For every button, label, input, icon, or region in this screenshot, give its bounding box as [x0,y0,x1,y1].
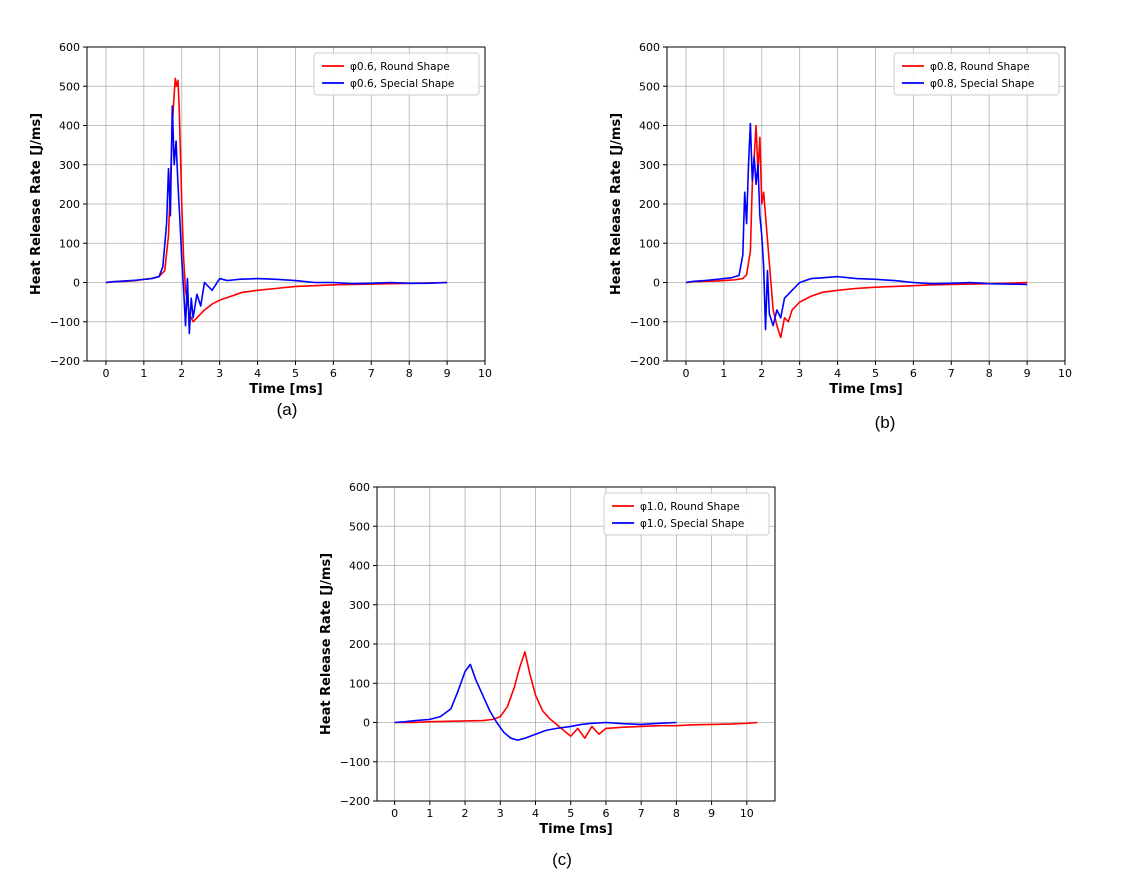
caption-b: (b) [874,413,896,432]
x-tick-label: 0 [102,367,109,380]
legend-box [313,52,480,96]
y-tick-label: 0 [73,277,80,290]
y-tick-label: −100 [630,316,660,329]
y-axis-label: Heat Release Rate [J/ms] [319,553,334,735]
x-axis-label: Time [ms] [829,382,902,397]
y-tick-label: 500 [349,520,370,533]
x-tick-label: 8 [673,807,680,820]
x-tick-label: 2 [462,807,469,820]
y-tick-label: 300 [349,599,370,612]
x-tick-label: 5 [567,807,574,820]
y-tick-label: 400 [639,120,660,133]
x-tick-label: 10 [478,367,492,380]
x-tick-label: 9 [444,367,451,380]
x-tick-label: 6 [602,807,609,820]
x-tick-label: 9 [708,807,715,820]
legend-entry: φ0.6, Round Shape [350,61,450,73]
x-tick-label: 2 [178,367,185,380]
caption-c: (c) [552,850,572,869]
caption-a: (a) [276,400,298,419]
x-tick-label: 1 [140,367,147,380]
y-axis-label: Heat Release Rate [J/ms] [609,113,624,295]
y-tick-label: −200 [340,795,370,808]
series-line-special-shape [105,105,448,335]
y-tick-label: 400 [59,120,80,133]
x-tick-label: 9 [1024,367,1031,380]
x-tick-label: 0 [391,807,398,820]
y-tick-label: 500 [639,80,660,93]
chart-c: 0 1 2 3 4 5 6 7 8 9 10 −200 −100 0 100 200 300 400 500 600 T… [310,470,830,844]
series-line-special-shape [685,122,1028,331]
y-tick-label: 600 [639,41,660,54]
legend-box [893,52,1060,96]
y-tick-label: −100 [50,316,80,329]
legend-entry: φ1.0, Special Shape [640,518,744,530]
y-axis-label: Heat Release Rate [J/ms] [29,113,44,295]
y-tick-label: 200 [349,638,370,651]
x-tick-label: 4 [834,367,841,380]
x-tick-label: 4 [532,807,539,820]
x-tick-label: 7 [948,367,955,380]
y-tick-label: 600 [59,41,80,54]
x-tick-label: 7 [368,367,375,380]
y-tick-label: −200 [630,355,660,368]
legend-entry: φ0.8, Round Shape [930,61,1030,73]
y-tick-label: 300 [59,159,80,172]
x-tick-label: 3 [497,807,504,820]
chart-b-svg: 0 1 2 3 4 5 6 7 8 9 10 −200 −100 0 100 200 300 400 500 600 T… [609,41,1072,397]
y-tick-label: 200 [59,198,80,211]
x-tick-label: 10 [740,807,754,820]
chart-c-svg: 0 1 2 3 4 5 6 7 8 9 10 −200 −100 0 100 200 300 400 500 600 T… [319,481,776,837]
y-tick-label: 600 [349,481,370,494]
x-tick-label: 3 [796,367,803,380]
x-tick-label: 6 [330,367,337,380]
x-tick-label: 2 [758,367,765,380]
series-line-round-shape [394,651,758,739]
x-tick-label: 0 [682,367,689,380]
x-tick-label: 3 [216,367,223,380]
chart-a-svg: 0 1 2 3 4 5 6 7 8 9 10 −200 −100 0 100 200 300 400 500 600 T… [29,41,492,397]
x-tick-label: 7 [638,807,645,820]
x-tick-label: 4 [254,367,261,380]
series-line-special-shape [394,663,677,741]
y-tick-label: 500 [59,80,80,93]
y-tick-label: −100 [340,756,370,769]
y-tick-label: 0 [653,277,660,290]
y-tick-label: 100 [59,237,80,250]
x-tick-label: 8 [406,367,413,380]
y-tick-label: 200 [639,198,660,211]
y-tick-label: 0 [363,717,370,730]
series-line-round-shape [685,124,1028,339]
legend-entry: φ1.0, Round Shape [640,501,740,513]
x-tick-label: 8 [986,367,993,380]
y-tick-label: 100 [349,677,370,690]
legend-box [603,492,770,536]
x-tick-label: 5 [872,367,879,380]
y-tick-label: 300 [639,159,660,172]
chart-b: 0 1 2 3 4 5 6 7 8 9 10 −200 −100 0 100 200 300 400 500 600 T… [600,30,1120,404]
x-tick-label: 1 [720,367,727,380]
y-tick-label: 400 [349,560,370,573]
legend-entry: φ0.6, Special Shape [350,78,454,90]
x-tick-label: 1 [426,807,433,820]
chart-a: 0 1 2 3 4 5 6 7 8 9 10 −200 −100 0 100 200 300 400 500 600 T… [20,30,540,404]
x-tick-label: 10 [1058,367,1072,380]
series-line-round-shape [105,77,448,323]
x-axis-label: Time [ms] [539,822,612,837]
x-axis-label: Time [ms] [249,382,322,397]
legend-entry: φ0.8, Special Shape [930,78,1034,90]
x-tick-label: 6 [910,367,917,380]
x-tick-label: 5 [292,367,299,380]
y-tick-label: −200 [50,355,80,368]
y-tick-label: 100 [639,237,660,250]
